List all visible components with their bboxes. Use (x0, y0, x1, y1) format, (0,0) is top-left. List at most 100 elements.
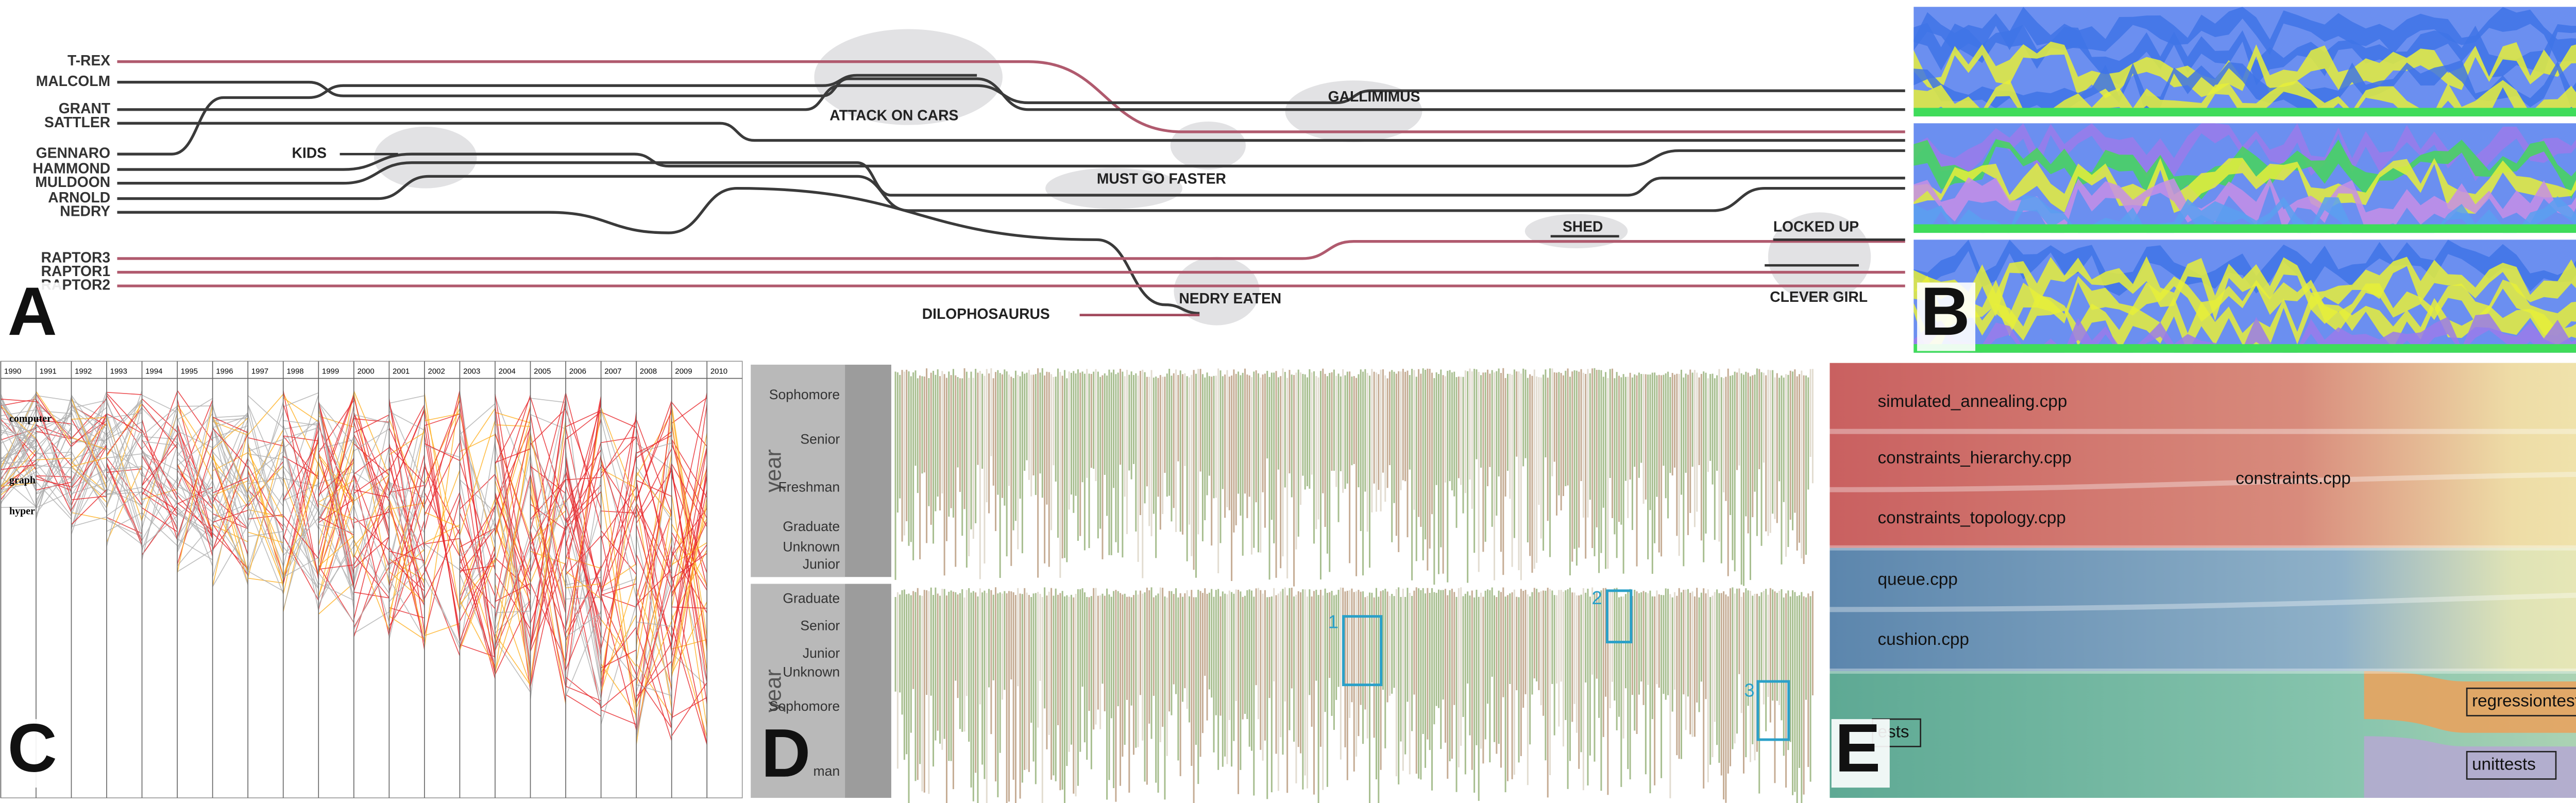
d-bar (1799, 374, 1801, 543)
d-bar (1211, 377, 1213, 546)
c-polyline (283, 537, 319, 588)
d-bar (899, 594, 901, 693)
c-polyline (247, 451, 284, 519)
d-bar (1297, 369, 1299, 537)
c-polyline (36, 395, 72, 401)
panel-a: T-REXMALCOLMGRANTSATTLERGENNAROHAMMONDMU… (32, 29, 1905, 326)
c-polyline (600, 419, 637, 478)
c-polyline (424, 498, 461, 636)
d-bar (1206, 372, 1208, 496)
c-polyline (565, 581, 602, 671)
d-bar (1191, 374, 1193, 556)
d-bar (1231, 592, 1233, 767)
d-bar (1064, 370, 1065, 558)
c-polyline (353, 554, 389, 599)
c-polyline (530, 479, 566, 520)
d-bar (1504, 378, 1506, 497)
d-bar (1427, 368, 1429, 571)
c-polyline (0, 426, 37, 480)
d-bar (1195, 597, 1197, 745)
d-bar (965, 590, 968, 696)
character-label: RAPTOR1 (41, 263, 110, 279)
d-level-label: Junior (803, 556, 840, 572)
d-bar (1139, 371, 1141, 516)
c-polyline (636, 507, 672, 589)
c-polyline (671, 682, 707, 737)
d-bar (1500, 373, 1502, 552)
d-bar (1520, 373, 1522, 580)
c-polyline (530, 400, 566, 650)
d-level-label: Freshman (778, 479, 840, 494)
d-bar (1596, 591, 1598, 679)
event-label: SHED (1563, 218, 1603, 235)
d-bar (1032, 374, 1035, 475)
e-box-label: unittests (2472, 755, 2536, 774)
c-polyline (565, 494, 602, 688)
d-bar (1358, 590, 1360, 737)
d-bar (1538, 377, 1540, 505)
d-bar (1157, 593, 1159, 793)
c-polyline (424, 393, 461, 613)
character-label: T-REX (67, 52, 110, 69)
c-polyline (212, 480, 248, 497)
d-bar (1575, 595, 1578, 733)
d-bar (1206, 593, 1208, 721)
d-bar (1104, 373, 1106, 475)
d-bar (1498, 368, 1500, 477)
b-layer (1913, 41, 2576, 98)
c-polyline (460, 527, 496, 548)
c-polyline (282, 443, 319, 611)
d-bar (1380, 369, 1382, 511)
d-bar (1636, 591, 1638, 734)
d-bar (1772, 370, 1774, 514)
character-line (117, 240, 1905, 260)
d-bar (1429, 369, 1431, 549)
d-bar (1658, 374, 1660, 553)
d-bar (997, 593, 999, 797)
c-year-label: 1997 (251, 367, 268, 375)
c-polyline (636, 448, 672, 518)
d-bar (961, 589, 963, 732)
d-bar (1683, 377, 1685, 567)
d-bar (1366, 373, 1368, 532)
d-bar (1616, 588, 1618, 730)
d-bar (1696, 372, 1698, 512)
c-polyline (106, 391, 142, 395)
c-polyline (459, 528, 496, 574)
d-bar (1144, 592, 1146, 782)
d-bar (1030, 597, 1032, 723)
d-bar (968, 588, 970, 742)
d-bar (1095, 588, 1097, 725)
d-bar (1612, 368, 1614, 518)
d-bar (1219, 370, 1222, 543)
character-label: NEDRY (60, 203, 110, 219)
c-polyline (459, 420, 496, 536)
c-polyline (36, 391, 72, 444)
d-bar (1041, 597, 1043, 803)
c-polyline (530, 499, 566, 583)
d-bar (1110, 372, 1112, 555)
c-polyline (318, 471, 354, 484)
d-bar (1008, 374, 1010, 486)
d-bar (1066, 378, 1068, 562)
d-bar (1645, 592, 1647, 775)
d-level-label: man (814, 763, 840, 779)
d-bar (1353, 376, 1355, 464)
c-polyline (495, 634, 531, 686)
d-bar (921, 376, 923, 474)
d-bar (1238, 371, 1240, 494)
d-bar (1095, 369, 1097, 482)
d-bar (1585, 373, 1587, 559)
c-polyline (388, 404, 425, 472)
d-bar (1494, 595, 1496, 742)
d-bar (1004, 591, 1006, 690)
c-polyline (247, 492, 284, 572)
c-polyline (36, 414, 72, 448)
d-bar (1553, 372, 1555, 462)
d-bar (1028, 595, 1030, 772)
c-polyline (141, 450, 178, 524)
c-polyline (565, 398, 602, 690)
d-bar (1444, 376, 1446, 483)
d-bar (975, 592, 977, 773)
d-bar (1516, 596, 1518, 691)
